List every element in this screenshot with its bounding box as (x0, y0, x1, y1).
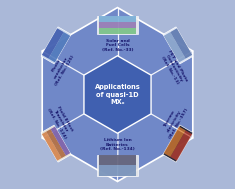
Text: Lithium Ion
Batteries
(Ref. No.-134): Lithium Ion Batteries (Ref. No.-134) (100, 138, 135, 151)
Text: Field Effect
Transistor
(Ref. No.-124): Field Effect Transistor (Ref. No.-124) (46, 103, 75, 139)
Polygon shape (84, 56, 151, 133)
Polygon shape (99, 165, 136, 176)
Text: FET and Photo
Conductivity
(Ref. No.-13): FET and Photo Conductivity (Ref. No.-13) (160, 49, 189, 87)
Polygon shape (99, 16, 136, 22)
Text: Thermo
electricity
(Ref. No.-357): Thermo electricity (Ref. No.-357) (160, 103, 188, 139)
Polygon shape (99, 22, 136, 28)
Polygon shape (163, 27, 193, 64)
Polygon shape (97, 155, 138, 176)
Polygon shape (46, 129, 66, 158)
Polygon shape (170, 130, 192, 161)
Polygon shape (42, 28, 64, 59)
Text: Photo
conductor
(Ref. No.-125): Photo conductor (Ref. No.-125) (47, 50, 75, 86)
Polygon shape (99, 155, 136, 165)
Polygon shape (41, 125, 71, 162)
Polygon shape (42, 132, 62, 161)
Text: Applications
of quasi-1D
MXₓ: Applications of quasi-1D MXₓ (95, 84, 140, 105)
Polygon shape (170, 28, 192, 59)
Polygon shape (99, 28, 136, 34)
Text: Solar and
Fuel Cells
(Ref. No.-33): Solar and Fuel Cells (Ref. No.-33) (102, 39, 133, 52)
Polygon shape (41, 27, 71, 64)
Polygon shape (164, 127, 186, 157)
Polygon shape (51, 127, 70, 156)
Polygon shape (97, 16, 138, 34)
Polygon shape (164, 32, 186, 62)
Polygon shape (42, 8, 193, 181)
Polygon shape (163, 125, 193, 162)
Polygon shape (48, 32, 70, 62)
